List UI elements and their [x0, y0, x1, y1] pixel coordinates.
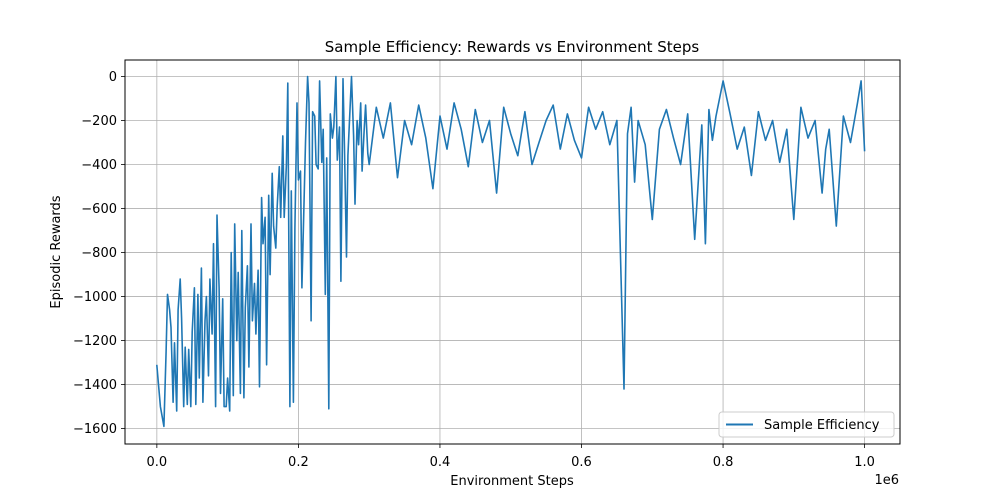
x-axis: 0.0 0.2 0.4 0.6 0.8 1.0	[147, 444, 875, 470]
y-tick-label: −1200	[73, 334, 117, 349]
legend: Sample Efficiency	[718, 411, 895, 438]
legend-label: Sample Efficiency	[764, 418, 880, 433]
x-tick-label: 0.6	[571, 455, 592, 470]
series-line	[156, 75, 866, 428]
y-tick-label: −1000	[73, 290, 117, 305]
x-tick-label: 0.0	[147, 455, 168, 470]
x-tick-label: 0.4	[430, 455, 451, 470]
series-layer	[156, 75, 866, 428]
y-tick-label: 0	[109, 70, 117, 85]
plot-frame	[124, 59, 901, 445]
legend-box	[718, 411, 895, 438]
x-tick-label: 0.8	[713, 455, 734, 470]
y-tick-label: −400	[81, 158, 117, 173]
y-tick-label: −800	[81, 246, 117, 261]
y-tick-label: −1600	[73, 422, 117, 437]
y-axis-label: Episodic Rewards	[49, 195, 64, 308]
y-tick-label: −200	[81, 114, 117, 129]
chart-title: Sample Efficiency: Rewards vs Environmen…	[325, 38, 700, 56]
x-tick-label: 1.0	[854, 455, 875, 470]
x-axis-offset-label: 1e6	[874, 473, 899, 488]
y-axis: 0 −200 −400 −600 −800 −1000 −1200 −1400 −1600	[73, 70, 125, 437]
x-axis-label: Environment Steps	[450, 474, 574, 489]
y-tick-label: −600	[81, 202, 117, 217]
y-tick-label: −1400	[73, 378, 117, 393]
x-tick-label: 0.2	[288, 455, 309, 470]
